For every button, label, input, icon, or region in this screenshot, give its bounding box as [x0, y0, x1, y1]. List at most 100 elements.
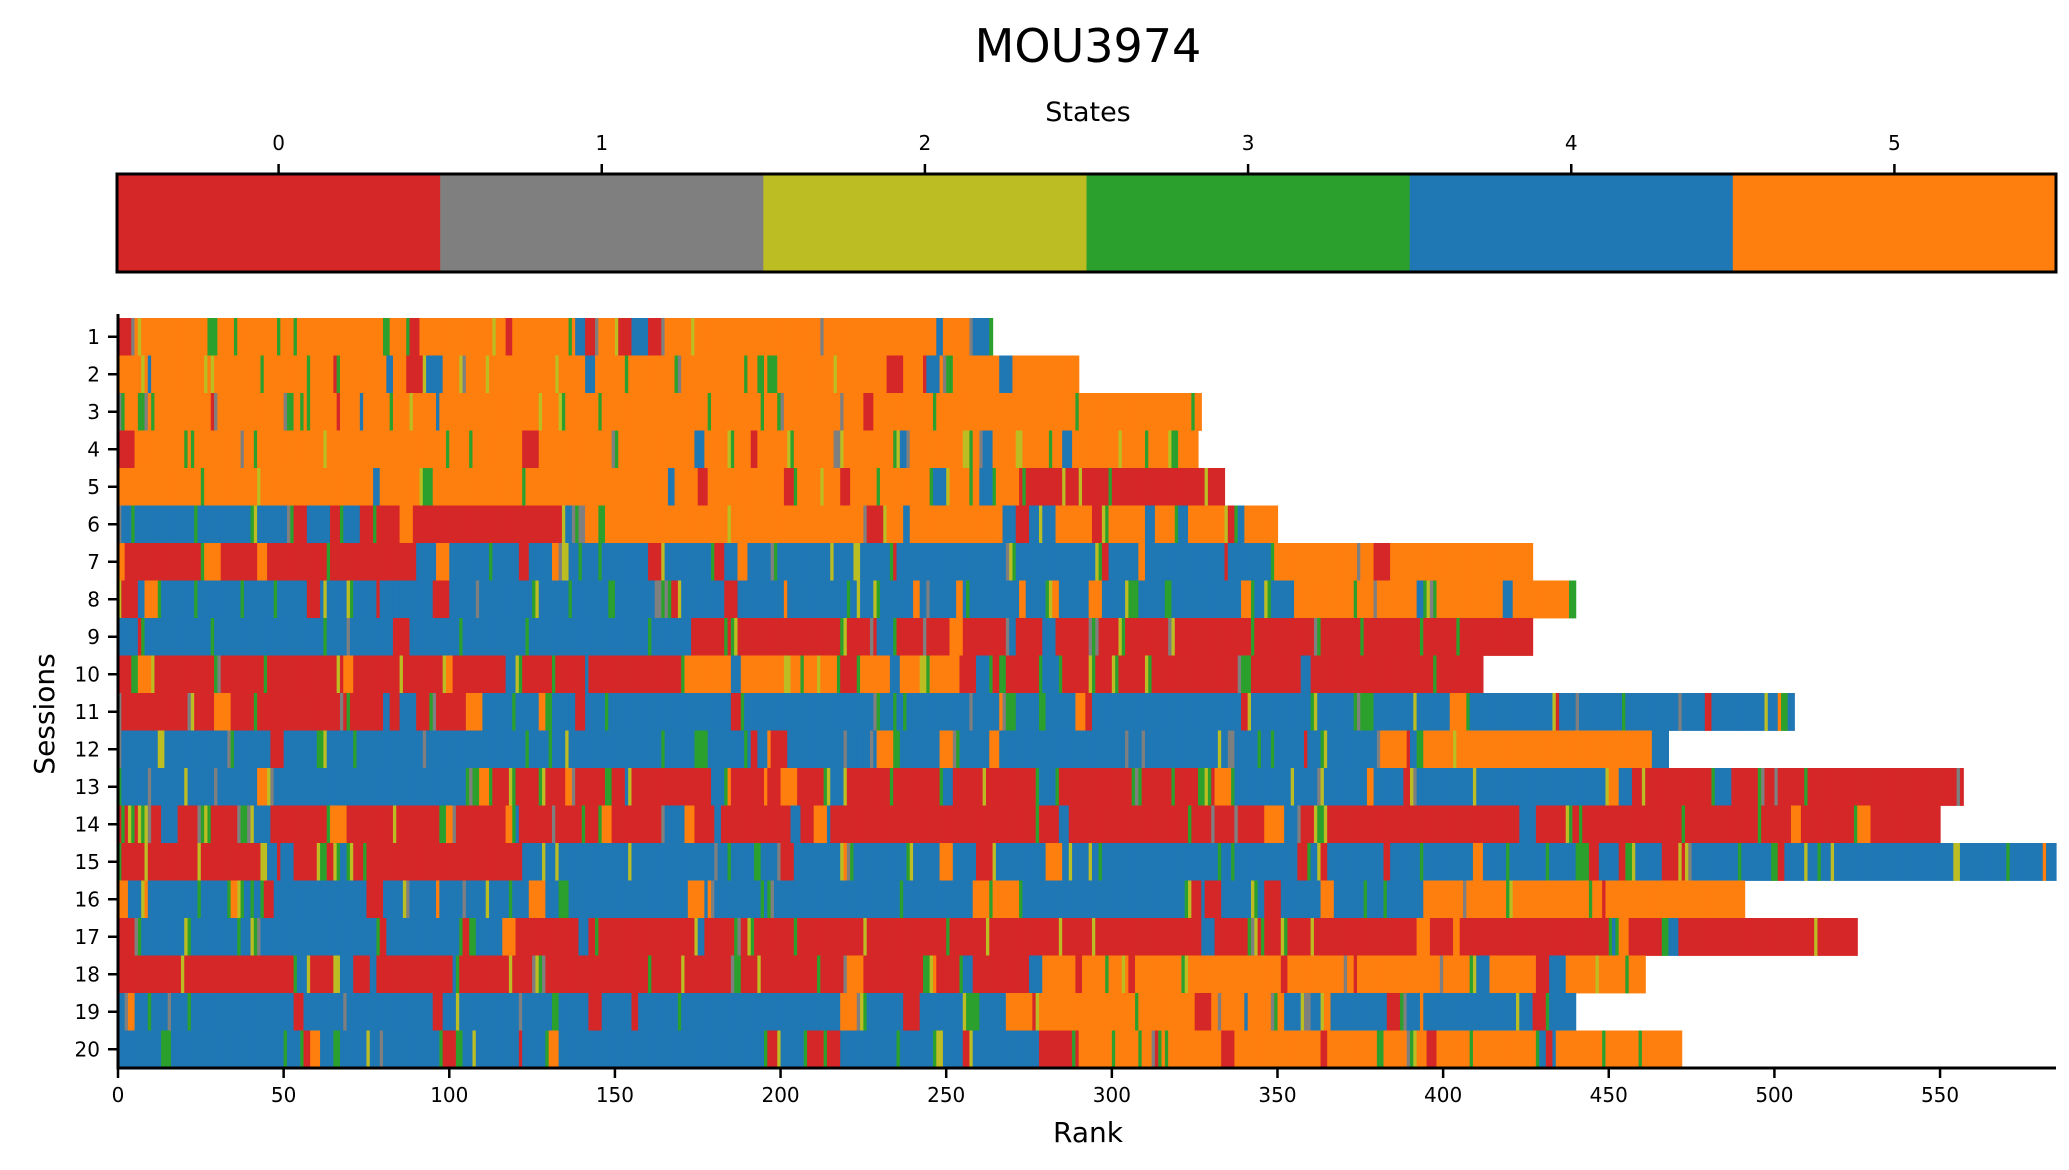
state-segment [863, 730, 871, 769]
state-segment [326, 580, 344, 619]
state-segment [1264, 580, 1269, 619]
state-segment [1022, 880, 1043, 919]
state-segment [687, 880, 705, 919]
state-segment [707, 730, 739, 769]
state-segment [790, 543, 805, 581]
state-segment [343, 693, 348, 731]
state-segment [1161, 1030, 1166, 1069]
state-segment [1171, 768, 1176, 806]
state-segment [366, 468, 374, 506]
state-segment [959, 955, 964, 994]
state-segment [1469, 693, 1474, 731]
state-segment [681, 955, 686, 994]
state-segment [1038, 693, 1043, 731]
state-segment [684, 543, 712, 581]
state-segment [339, 1030, 344, 1069]
state-segment [263, 505, 288, 544]
state-segment [667, 580, 672, 619]
state-segment [694, 805, 715, 844]
state-segment [1827, 768, 1842, 806]
state-segment [1280, 880, 1292, 919]
state-segment [1012, 355, 1030, 394]
state-segment [618, 318, 633, 356]
state-segment [505, 580, 530, 619]
state-segment [1453, 730, 1457, 769]
state-segment [429, 655, 444, 694]
state-segment [932, 393, 937, 431]
state-segment [850, 693, 874, 731]
state-segment [522, 468, 527, 506]
state-segment [585, 318, 596, 356]
state-segment [1158, 955, 1183, 994]
state-segment [899, 1030, 911, 1069]
state-segment [899, 393, 904, 431]
state-segment [1174, 618, 1183, 656]
state-segment [290, 355, 308, 394]
state-segment [137, 430, 152, 469]
state-segment [1201, 918, 1216, 956]
state-segment [1072, 768, 1103, 806]
state-segment [1661, 843, 1679, 881]
state-segment [1091, 618, 1096, 656]
state-segment [502, 993, 520, 1031]
state-segment [366, 1030, 371, 1069]
state-segment [137, 805, 142, 844]
state-segment [161, 993, 169, 1031]
state-segment [1095, 543, 1100, 581]
state-segment [1638, 805, 1646, 844]
state-segment [118, 768, 122, 806]
state-segment [147, 355, 152, 394]
state-segment [664, 318, 672, 356]
state-segment [1602, 1030, 1607, 1069]
state-segment [979, 993, 1007, 1031]
state-segment [1151, 655, 1169, 694]
state-segment [131, 880, 142, 919]
state-segment [528, 580, 533, 619]
state-segment [386, 880, 404, 919]
state-segment [558, 1030, 576, 1069]
state-segment [889, 955, 904, 994]
y-tick-label: 16 [75, 887, 100, 911]
state-segment [840, 580, 848, 619]
state-segment [267, 768, 271, 806]
x-tick-label: 100 [430, 1083, 468, 1107]
state-segment [1711, 880, 1719, 919]
state-segment [257, 693, 271, 731]
state-segment [1691, 918, 1706, 956]
state-segment [1168, 580, 1173, 619]
state-segment [495, 318, 500, 356]
state-segment [578, 730, 590, 769]
state-segment [813, 730, 845, 769]
state-segment [889, 880, 901, 919]
state-segment [210, 393, 215, 431]
state-segment [1118, 430, 1123, 469]
state-segment [1022, 655, 1030, 694]
state-segment [187, 355, 205, 394]
state-segment [976, 805, 1007, 844]
state-segment [1270, 543, 1275, 581]
state-segment [1307, 730, 1322, 769]
state-segment [260, 918, 271, 956]
state-segment [714, 843, 719, 881]
state-segment [800, 655, 805, 694]
state-segment [1135, 993, 1139, 1031]
state-segment [121, 618, 129, 656]
state-segment [1082, 880, 1090, 919]
state-segment [1035, 355, 1040, 394]
state-segment [1058, 730, 1070, 769]
state-segment [1250, 580, 1255, 619]
state-segment [376, 505, 401, 544]
state-segment [1489, 543, 1501, 581]
state-segment [1082, 468, 1090, 506]
state-segment [734, 618, 739, 656]
y-tick-label: 19 [75, 1000, 100, 1024]
state-segment [671, 805, 686, 844]
state-segment [237, 918, 242, 956]
state-segment [843, 618, 848, 656]
state-segment [157, 355, 182, 394]
state-segment [694, 430, 705, 469]
state-segment [1161, 805, 1173, 844]
state-segment [783, 580, 788, 619]
state-segment [184, 768, 189, 806]
state-segment [1512, 918, 1524, 956]
